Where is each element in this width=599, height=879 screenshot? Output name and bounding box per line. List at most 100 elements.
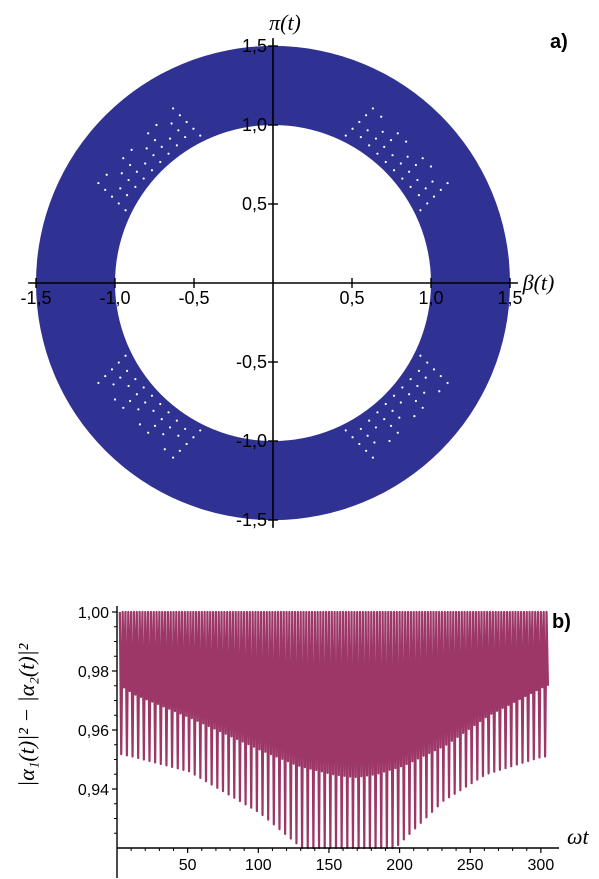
gap-point (431, 180, 434, 183)
x-tick-label-a: 0,5 (339, 288, 364, 308)
y-tick-label-a: 1,0 (242, 115, 267, 135)
gap-point (366, 434, 369, 437)
gap-point (439, 188, 442, 191)
gap-point (97, 181, 100, 185)
gap-point (120, 172, 123, 175)
gap-point (383, 418, 386, 421)
gap-point (351, 127, 354, 130)
gap-point (147, 431, 150, 434)
gap-point (128, 163, 132, 167)
gap-point (159, 160, 162, 164)
gap-point (152, 154, 155, 157)
gap-point (185, 442, 188, 446)
gap-point (374, 137, 378, 140)
gap-point (168, 137, 172, 140)
x-axis-label-b: ωt (567, 824, 590, 849)
gap-point (438, 390, 441, 393)
gap-point (105, 173, 108, 176)
gap-point (168, 426, 172, 429)
gap-point (184, 427, 187, 431)
gap-point (97, 381, 100, 385)
gap-point (127, 178, 130, 182)
y-tick-label-b: 1,00 (78, 605, 109, 622)
gap-point (162, 433, 165, 436)
gap-point (398, 416, 401, 419)
gap-point (366, 129, 369, 132)
x-tick-label-a: -1,0 (99, 288, 130, 308)
gap-point (175, 419, 178, 422)
gap-point (371, 456, 375, 459)
gap-point (383, 145, 386, 148)
gap-point (167, 411, 170, 414)
gap-point (421, 406, 424, 409)
x-axis-label-a: β(t) (522, 270, 555, 295)
gap-point (144, 401, 147, 404)
gap-point (125, 369, 129, 372)
gap-point (405, 140, 408, 143)
gap-point (384, 402, 387, 406)
gap-point (399, 401, 402, 404)
gap-point (147, 132, 150, 135)
gap-point (396, 431, 399, 434)
gap-point (122, 157, 125, 160)
gap-point (414, 163, 418, 167)
panel-label-a: a) (550, 31, 568, 53)
gap-point (389, 424, 393, 428)
gap-point (391, 409, 394, 412)
gap-point (178, 114, 181, 117)
gap-point (423, 391, 426, 394)
gap-point (160, 418, 163, 421)
gap-point (199, 429, 202, 432)
gap-point (167, 152, 170, 155)
x-tick-label-b: 50 (179, 857, 197, 874)
gap-point (124, 209, 127, 212)
gap-point (409, 378, 412, 381)
gap-point (408, 170, 411, 173)
gap-point (358, 120, 361, 124)
gap-point (409, 185, 412, 188)
gap-point (439, 375, 442, 378)
gap-point (117, 361, 120, 364)
gap-point (113, 398, 117, 401)
gap-point (417, 194, 421, 197)
gap-point (134, 378, 137, 381)
y-axis-label-b: |α₁(t)|² − |α₂(t)|² (14, 643, 39, 787)
series-line-path (118, 610, 550, 850)
gap-point (138, 423, 141, 426)
gap-point (145, 147, 148, 150)
gap-point (359, 135, 362, 139)
y-tick-label-a: -1,5 (236, 510, 267, 530)
gap-point (419, 354, 422, 357)
gap-point (446, 181, 449, 185)
gap-point (155, 123, 158, 127)
gap-point (391, 154, 394, 157)
gap-point (144, 162, 147, 165)
gap-point (414, 399, 418, 403)
gap-point (371, 107, 375, 110)
gap-point (392, 169, 396, 172)
gap-point (392, 394, 396, 397)
gap-point (184, 135, 187, 139)
x-tick-label-b: 200 (386, 857, 413, 874)
gap-point (199, 134, 202, 137)
gap-point (381, 130, 384, 133)
gap-point (128, 399, 132, 403)
gap-point (432, 368, 436, 371)
gap-point (137, 408, 140, 411)
y-tick-label-b: 0,96 (78, 723, 109, 740)
gap-point (368, 144, 371, 147)
x-tick-label-b: 150 (316, 857, 343, 874)
gap-point (177, 129, 180, 132)
gap-point (185, 120, 188, 124)
gap-point (359, 427, 362, 431)
gap-point (424, 376, 427, 379)
y-tick-label-b: 0,94 (78, 782, 109, 799)
gap-point (384, 160, 387, 164)
gap-point (388, 439, 391, 443)
x-tick-label-b: 100 (245, 857, 272, 874)
gap-point (152, 409, 155, 412)
panel-b: 50 100 150 200 250 300 0,94 0,96 0,98 1,00 ωt |α₁… (14, 605, 590, 878)
gap-point (177, 434, 180, 437)
gap-point (351, 436, 354, 439)
